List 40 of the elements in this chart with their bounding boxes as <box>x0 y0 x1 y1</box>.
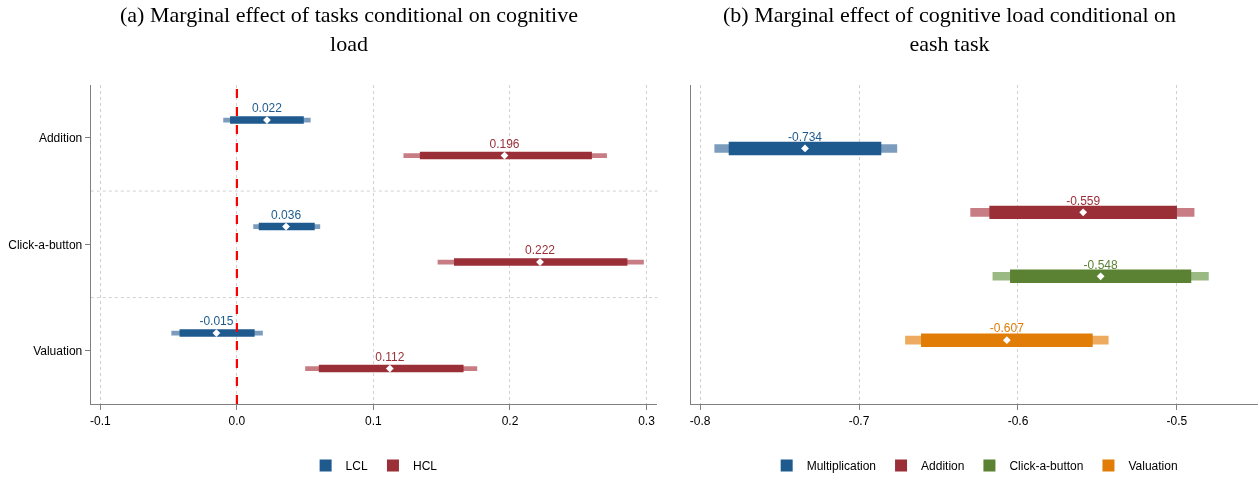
legend-label: LCL <box>345 459 368 474</box>
x-tick-label: 0.3 <box>638 413 656 428</box>
bar <box>230 116 304 124</box>
legend-label: Click-a-button <box>1009 459 1084 474</box>
data-label: -0.559 <box>1066 193 1101 208</box>
data-label: 0.022 <box>251 101 283 116</box>
y-tick-label: Valuation <box>33 344 83 359</box>
x-tick-label: -0.1 <box>90 413 112 428</box>
x-tick-label: 0.2 <box>501 413 519 428</box>
x-tick-label: -0.7 <box>848 413 870 428</box>
legend-label: Addition <box>921 459 965 474</box>
y-tick-label: Addition <box>38 131 83 146</box>
data-label: -0.607 <box>989 321 1025 336</box>
x-tick-label: -0.8 <box>689 413 711 428</box>
x-tick-label: -0.6 <box>1007 413 1029 428</box>
x-tick-label: 0.1 <box>365 413 383 428</box>
data-label: 0.036 <box>271 207 302 222</box>
legend-label: HCL <box>412 459 438 474</box>
bar <box>258 222 315 231</box>
data-label: 0.222 <box>525 243 556 258</box>
x-tick-label: -0.5 <box>1166 413 1188 428</box>
data-label: 0.112 <box>375 349 405 364</box>
bar <box>179 329 255 337</box>
bar <box>419 151 592 160</box>
bar <box>318 364 464 373</box>
bar <box>1010 269 1192 283</box>
y-tick-label: Click-a-button <box>8 237 83 252</box>
legend-label: Valuation <box>1128 459 1178 474</box>
legend-label: Multiplication <box>806 459 877 474</box>
bar <box>921 333 1093 347</box>
bar <box>989 205 1177 220</box>
data-label: -0.734 <box>787 129 823 144</box>
data-label: -0.548 <box>1083 257 1118 272</box>
data-label: -0.015 <box>199 314 234 329</box>
bar <box>728 141 882 156</box>
chart-title: (a) Marginal effect of tasks conditional on cognitive load <box>120 2 578 56</box>
x-tick-label: 0.0 <box>228 413 246 428</box>
chart-title: (b) Marginal effect of cognitive load conditional on eash task <box>723 2 1177 56</box>
bar <box>454 258 628 266</box>
data-label: 0.196 <box>489 136 520 151</box>
